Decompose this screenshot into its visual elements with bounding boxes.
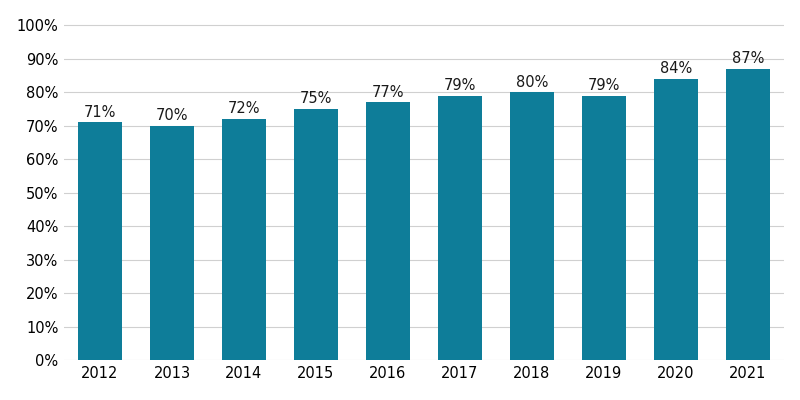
Bar	[150, 126, 194, 360]
Bar	[366, 102, 410, 360]
Bar	[510, 92, 554, 360]
Text: 75%: 75%	[300, 91, 332, 106]
Text: 79%: 79%	[588, 78, 620, 93]
Bar	[582, 96, 626, 360]
Bar	[438, 96, 482, 360]
Text: 79%: 79%	[444, 78, 476, 93]
Bar	[222, 119, 266, 360]
Text: 80%: 80%	[516, 75, 548, 90]
Text: 71%: 71%	[84, 105, 116, 120]
Text: 70%: 70%	[156, 108, 188, 123]
Text: 84%: 84%	[660, 61, 692, 76]
Text: 72%: 72%	[228, 102, 260, 116]
Bar	[726, 69, 770, 360]
Text: 87%: 87%	[732, 51, 764, 66]
Bar	[654, 79, 698, 360]
Text: 77%: 77%	[372, 85, 404, 100]
Bar	[78, 122, 122, 360]
Bar	[294, 109, 338, 360]
